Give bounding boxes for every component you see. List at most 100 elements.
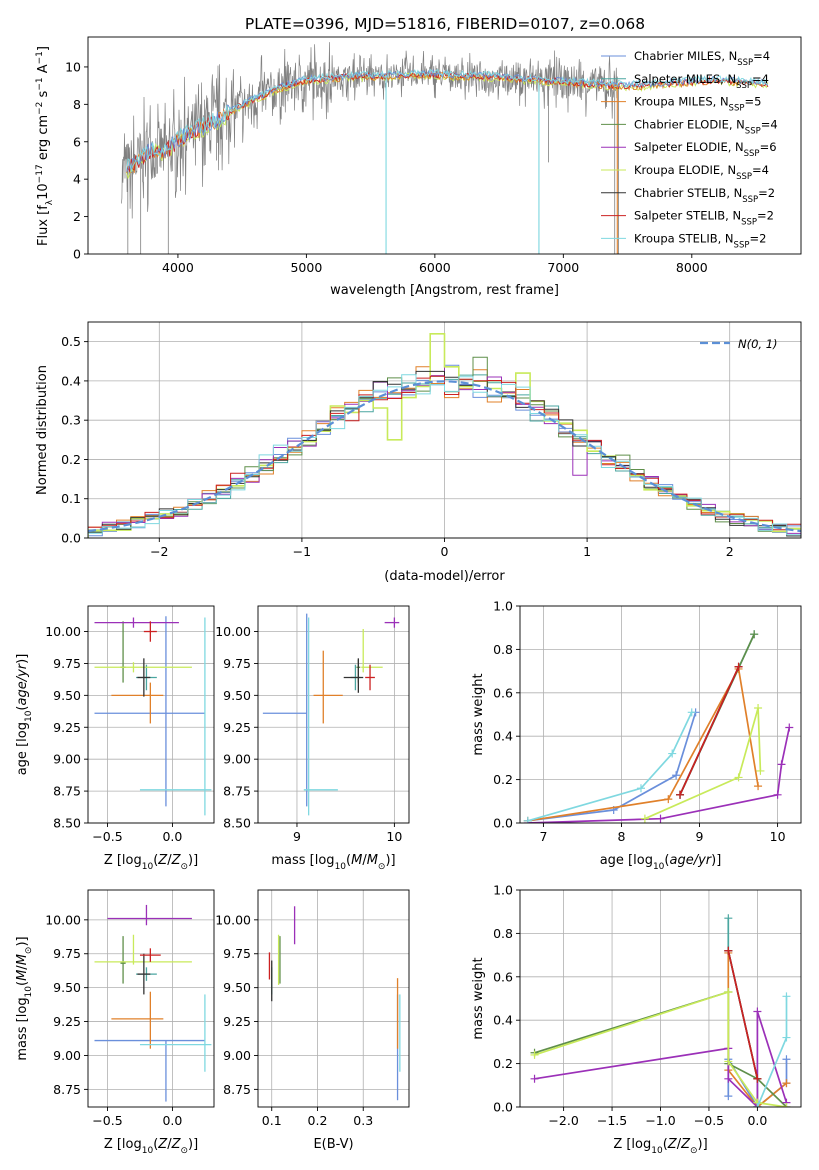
legend-label: Chabrier ELODIE, NSSP=4: [634, 117, 778, 136]
y-tick-label: 8.50: [53, 816, 81, 831]
legend-label-sub: SSP: [736, 172, 752, 182]
label-part: (: [15, 981, 30, 986]
axes-mass_vs_EBV: 0.1 0.2 0.3 8.75 9.00 9.25 9.50 9.75 10.00: [215, 889, 410, 1128]
legend-label-tail: =6: [760, 140, 777, 154]
label-part: ⊙: [24, 947, 34, 955]
mass-weight-marker: [734, 662, 743, 671]
label-part: −17: [35, 164, 45, 183]
plot-area-residuals: [88, 333, 801, 538]
mass-weight-marker: [672, 771, 681, 780]
x-axis-label: Z [log10(Z/Z⊙)]: [104, 1137, 198, 1156]
legend-label-tail: =2: [749, 231, 766, 245]
label-part: Z: [157, 1137, 168, 1152]
label-part: (: [346, 853, 351, 868]
y-tick-label: 0.2: [493, 772, 513, 787]
y-tick-label: 1.0: [493, 883, 513, 898]
label-part: ⊙: [180, 862, 188, 872]
y-axis-label: mass weight: [471, 673, 486, 755]
label-part: )]: [188, 1137, 198, 1152]
x-tick-label: −2: [150, 544, 168, 559]
y-axis-label: age [log10(age/yr)]: [15, 654, 34, 776]
mass-weight-marker: [753, 1074, 762, 1083]
mass-weight-marker: [530, 1050, 539, 1059]
legend-label-sub: SSP: [736, 81, 752, 91]
legend-label-tail: =4: [753, 49, 770, 63]
mass-weight-marker: [724, 1074, 733, 1083]
x-axis-label: Z [log10(Z/Z⊙)]: [613, 1137, 707, 1156]
axes-frame: [87, 36, 802, 255]
label-part: (: [153, 853, 158, 868]
mass-weight-line: [527, 712, 697, 822]
label-part: /: [15, 965, 30, 970]
y-tick-label: 9.25: [53, 1014, 81, 1029]
y-tick-label: 0.0: [493, 816, 513, 831]
mass-weight-marker: [750, 630, 759, 639]
label-part: age/yr: [669, 853, 712, 868]
legend-label: Kroupa MILES, NSSP=5: [634, 95, 761, 114]
x-tick-label: −2.0: [548, 1113, 578, 1128]
legend-label: Chabrier MILES, NSSP=4: [634, 49, 770, 68]
x-axis-label: Z [log10(Z/Z⊙)]: [104, 853, 198, 872]
y-tick-label: 10.00: [215, 912, 251, 927]
mass-weight-marker: [782, 992, 791, 1001]
y-tick-label: 4: [73, 172, 81, 187]
label-part: Z: [680, 1137, 691, 1152]
mass-weight-marker: [664, 795, 673, 804]
legend-label: Kroupa ELODIE, NSSP=4: [634, 163, 769, 182]
y-tick-label: 0: [73, 247, 81, 262]
legend-label-sub: SSP: [745, 126, 761, 136]
x-tick-label: 0.0: [162, 829, 182, 844]
x-tick-label: 10: [770, 829, 786, 844]
plot-area-mass_weight_vs_Z: [530, 914, 791, 1107]
mass-weight-line: [727, 950, 759, 1079]
y-tick-label: 9.00: [223, 752, 251, 767]
x-tick-label: −0.5: [92, 829, 122, 844]
y-tick-label: 1.0: [493, 599, 513, 614]
legend-label-sub: SSP: [734, 240, 750, 250]
x-axis-label: mass [log10(M/M⊙)]: [271, 853, 395, 872]
label-part: s: [36, 90, 51, 101]
y-tick-label: 9.00: [223, 1048, 251, 1063]
mass-weight-marker: [782, 1055, 791, 1064]
mass-weight-marker: [734, 773, 743, 782]
plot-area-mass_weight_vs_age: [523, 630, 794, 823]
label-part: ⊙: [180, 1146, 188, 1156]
legend-label-tail: =4: [752, 163, 769, 177]
x-axis-label: (data-model)/error: [384, 569, 505, 584]
y-tick-label: 9.50: [53, 688, 81, 703]
mass-weight-marker: [636, 784, 645, 793]
label-part: mass [log: [15, 997, 30, 1060]
y-tick-label: 8: [73, 97, 81, 112]
y-axis-label: mass [log10(M/M⊙)]: [15, 936, 34, 1060]
x-tick-label: 0.3: [353, 1113, 373, 1128]
label-part: (: [664, 853, 669, 868]
x-tick-label: 0.2: [308, 1113, 328, 1128]
label-part: 10: [335, 862, 347, 872]
y-tick-label: 9.00: [53, 752, 81, 767]
legend-label-main: Kroupa MILES, N: [634, 95, 729, 109]
legend-label: Salpeter STELIB, NSSP=2: [634, 209, 774, 228]
label-part: ]: [36, 46, 51, 51]
mass-weight-marker: [782, 1033, 791, 1042]
mass-weight-marker: [724, 946, 733, 955]
mass-weight-marker: [753, 1007, 762, 1016]
legend-label-main: Salpeter MILES, N: [634, 72, 736, 86]
x-tick-label: 0.0: [162, 1113, 182, 1128]
y-tick-label: 0.4: [493, 729, 513, 744]
label-part: −1: [35, 51, 45, 64]
y-tick-label: 0.6: [493, 969, 513, 984]
y-tick-label: 0.1: [61, 491, 81, 506]
axes-frame: [257, 889, 410, 1108]
x-tick-label: 10: [386, 829, 402, 844]
mass-weight-marker: [724, 1057, 733, 1066]
x-tick-label: 7000: [547, 260, 579, 275]
y-tick-label: 10.00: [45, 912, 81, 927]
x-axis-label: age [log10(age/yr)]: [600, 853, 722, 872]
label-part: Z: [667, 1137, 678, 1152]
label-part: −1: [35, 77, 45, 90]
mass-weight-line: [527, 711, 693, 822]
mass-weight-marker: [523, 816, 532, 823]
x-tick-label: 0.0: [747, 1113, 767, 1128]
